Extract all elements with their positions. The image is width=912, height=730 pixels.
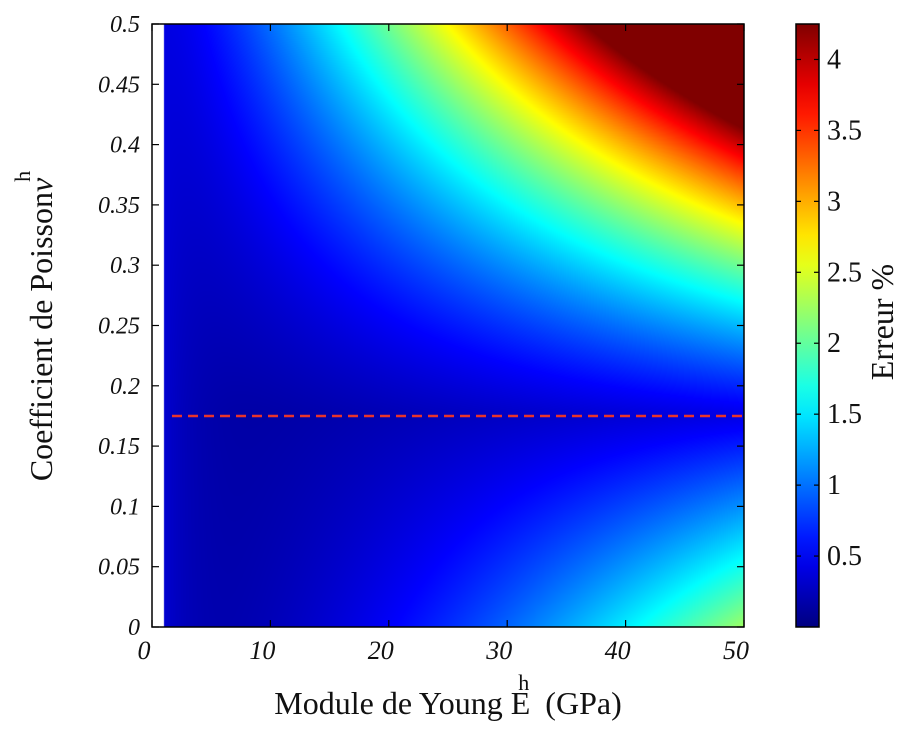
x-axis-title-superscript: h — [518, 670, 529, 695]
y-axis-title-main: Coefficient de Poisson — [23, 192, 59, 481]
y-tick-label: 0.15 — [98, 434, 140, 460]
colorbar-tick-label: 3 — [827, 186, 841, 217]
x-tick-label: 20 — [368, 636, 394, 665]
x-tick-label: 30 — [485, 636, 512, 665]
x-tick-label: 50 — [723, 636, 749, 665]
x-axis-title: Module de Young Eh (GPa) — [274, 670, 621, 721]
y-axis-title-superscript: h — [10, 171, 35, 182]
x-tick-label: 10 — [249, 636, 275, 665]
x-axis-ticks: 0 10 20 30 40 50 — [138, 24, 749, 665]
y-axis-ticks: 0 0.05 0.1 0.15 0.2 0.25 0.3 0.35 0.4 0.45 0.5 — [98, 12, 744, 641]
x-axis-title-suffix: (GPa) — [545, 685, 621, 721]
heatmap-surface — [152, 24, 744, 627]
y-axis-title: Coefficient de Poissonνh — [10, 171, 59, 481]
x-tick-label: 40 — [605, 636, 631, 665]
y-tick-label: 0.45 — [98, 72, 140, 98]
x-axis-title-main: Module de Young E — [274, 685, 530, 721]
y-axis-title-group: Coefficient de Poissonνh — [10, 171, 59, 481]
x-tick-label: 0 — [138, 636, 151, 665]
y-tick-label: 0 — [128, 615, 140, 641]
y-tick-label: 0.35 — [98, 193, 140, 219]
y-tick-label: 0.4 — [110, 133, 140, 159]
colorbar-label: Erreur % — [864, 264, 900, 380]
y-tick-label: 0.2 — [110, 374, 140, 400]
colorbar-tick-label: 0.5 — [827, 541, 862, 572]
colorbar-ticks: 0.5 1 1.5 2 2.5 3 3.5 4 — [796, 44, 862, 572]
colorbar-tick-label: 2 — [827, 328, 841, 359]
colorbar-tick-label: 1 — [827, 470, 841, 501]
y-axis-title-symbol: ν — [23, 177, 59, 192]
y-tick-label: 0.3 — [110, 253, 140, 279]
y-tick-label: 0.1 — [110, 494, 140, 520]
colorbar-tick-label: 1.5 — [827, 399, 862, 430]
y-tick-label: 0.05 — [98, 555, 140, 581]
colorbar-tick-label: 3.5 — [827, 115, 862, 146]
y-tick-label: 0.25 — [98, 314, 140, 340]
colorbar — [795, 23, 820, 628]
colorbar-tick-label: 2.5 — [827, 257, 862, 288]
y-tick-label: 0.5 — [110, 12, 140, 38]
colorbar-tick-label: 4 — [827, 44, 841, 75]
